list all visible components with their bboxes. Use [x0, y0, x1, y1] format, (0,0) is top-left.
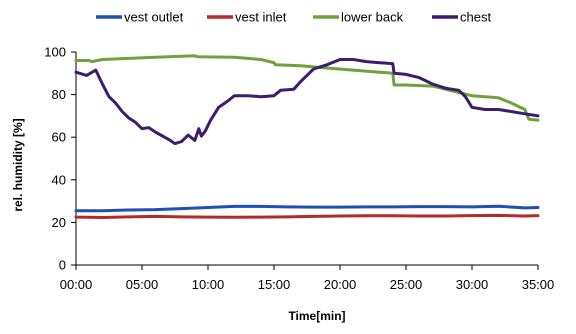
series-line-1 [74, 213, 540, 219]
y-tick-label: 40 [52, 172, 66, 187]
x-tick-label: 20:00 [324, 277, 357, 292]
series-line-0 [74, 204, 540, 213]
x-tick-label: 30:00 [456, 277, 489, 292]
axes: 0 20 40 60 80 100 00:00 05:00 10:00 15:00 20:00 25… [44, 45, 554, 293]
series-line-3 [74, 58, 540, 146]
y-tick-label: 60 [52, 130, 66, 145]
x-tick-label: 15:00 [258, 277, 291, 292]
y-tick-label: 80 [52, 87, 66, 102]
x-tick-label: 35:00 [522, 277, 555, 292]
series-lines [74, 54, 540, 219]
x-tick-label: 05:00 [126, 277, 159, 292]
y-tick-label: 0 [59, 258, 66, 273]
series-line-2 [74, 54, 540, 122]
legend: vest outlet vest inlet lower back chest [96, 10, 491, 25]
x-axis-title: Time[min] [288, 309, 345, 323]
legend-label: lower back [341, 10, 404, 25]
y-axis-ticks: 0 20 40 60 80 100 [44, 45, 76, 273]
x-tick-label: 25:00 [390, 277, 423, 292]
x-axis-ticks: 00:00 05:00 10:00 15:00 20:00 25:00 30:00 35:00 [60, 265, 555, 292]
legend-label: vest outlet [124, 10, 184, 25]
y-tick-label: 20 [52, 215, 66, 230]
legend-label: chest [460, 10, 491, 25]
x-tick-label: 10:00 [192, 277, 225, 292]
x-tick-label: 00:00 [60, 277, 93, 292]
y-tick-label: 100 [44, 45, 66, 60]
legend-label: vest inlet [235, 10, 287, 25]
y-axis-title: rel. humidity [%] [11, 118, 25, 211]
